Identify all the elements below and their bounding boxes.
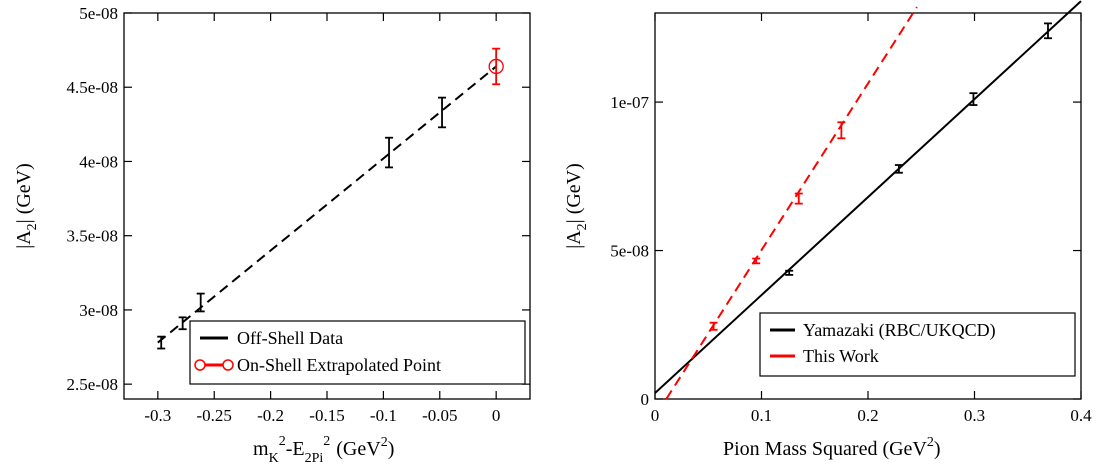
right-series0-point [1043, 22, 1052, 40]
right-legend-label-thiswork: This Work [803, 346, 879, 366]
left-legend-label-onshell: On-Shell Extrapolated Point [237, 355, 441, 375]
right-legend: Yamazaki (RBC/UKQCD) This Work [759, 312, 1076, 377]
right-y-axis-label: |A2| (GeV) [563, 163, 590, 249]
right-series1-point [752, 257, 761, 265]
right-x-tick-label: 0.3 [964, 406, 985, 425]
right-x-axis-label: Pion Mass Squared (GeV2) [723, 435, 941, 460]
left-x-tick-label: -0.1 [370, 406, 397, 425]
right-fit-lines [654, 0, 1082, 400]
left-x-tick-label: -0.15 [309, 406, 344, 425]
left-fit-line [157, 65, 497, 344]
left-series0-point [438, 96, 447, 129]
right-chart: 0 0.1 0.2 0.3 0.4 0 5e-08 1e-07 Yamazaki (RBC/U… [563, 0, 1092, 460]
right-x-tick-label: 0.1 [751, 406, 772, 425]
left-data-points [157, 47, 504, 350]
left-series0-point [196, 292, 205, 313]
left-y-tick-label: 3e-08 [79, 301, 118, 320]
left-x-tick-label: 0 [492, 406, 501, 425]
right-axis-ticks: 0 0.1 0.2 0.3 0.4 0 5e-08 1e-07 [610, 13, 1092, 425]
left-point-marker [488, 58, 504, 75]
right-x-tick-label: 0.4 [1070, 406, 1092, 425]
right-data-points [709, 22, 1052, 331]
left-y-axis-label: |A2| (GeV) [13, 163, 40, 249]
left-y-tick-label: 3.5e-08 [67, 227, 118, 246]
right-series0-point [894, 164, 903, 174]
left-x-tick-label: -0.05 [422, 406, 457, 425]
right-series1-point [794, 192, 803, 205]
right-legend-label-yamazaki: Yamazaki (RBC/UKQCD) [803, 320, 996, 341]
left-series0-point [385, 136, 394, 169]
left-series0-point [178, 316, 187, 331]
left-fit-line [157, 65, 497, 344]
left-series0-point [157, 335, 166, 350]
left-x-tick-label: -0.2 [257, 406, 284, 425]
left-series1-point [488, 47, 504, 86]
right-fit-line [665, 6, 918, 400]
right-fit-line [654, 0, 1082, 394]
left-y-tick-label: 5e-08 [79, 4, 118, 23]
left-legend-marker-onshell [194, 359, 206, 371]
right-series0-point [969, 92, 978, 106]
left-x-axis-label: mK2-E2Pi2 (GeV2) [253, 434, 394, 466]
left-x-tick-label: -0.3 [144, 406, 171, 425]
left-y-tick-label: 4.5e-08 [67, 78, 118, 97]
left-y-tick-label: 2.5e-08 [67, 375, 118, 394]
left-legend-box [189, 320, 526, 385]
left-x-tick-label: -0.25 [197, 406, 232, 425]
right-y-tick-label: 1e-07 [610, 93, 649, 112]
left-y-tick-label: 4e-08 [79, 152, 118, 171]
right-series1-point [709, 321, 718, 331]
right-series0-point [785, 269, 794, 276]
left-chart: -0.3 -0.25 -0.2 -0.15 -0.1 -0.05 0 2.5e-08 3e-08… [13, 4, 531, 466]
left-legend: Off-Shell Data On-Shell Extrapolated Poi… [189, 320, 526, 385]
right-x-tick-label: 0.2 [857, 406, 878, 425]
left-axis-ticks: -0.3 -0.25 -0.2 -0.15 -0.1 -0.05 0 2.5e-08 3e-08… [67, 4, 530, 425]
right-legend-box [759, 312, 1076, 377]
left-legend-marker-onshell-2 [222, 359, 234, 371]
right-series1-point [837, 121, 846, 140]
left-legend-label-offshell: Off-Shell Data [237, 328, 343, 348]
right-y-tick-label: 0 [641, 390, 650, 409]
right-y-tick-label: 5e-08 [610, 242, 649, 261]
right-x-tick-label: 0 [651, 406, 660, 425]
